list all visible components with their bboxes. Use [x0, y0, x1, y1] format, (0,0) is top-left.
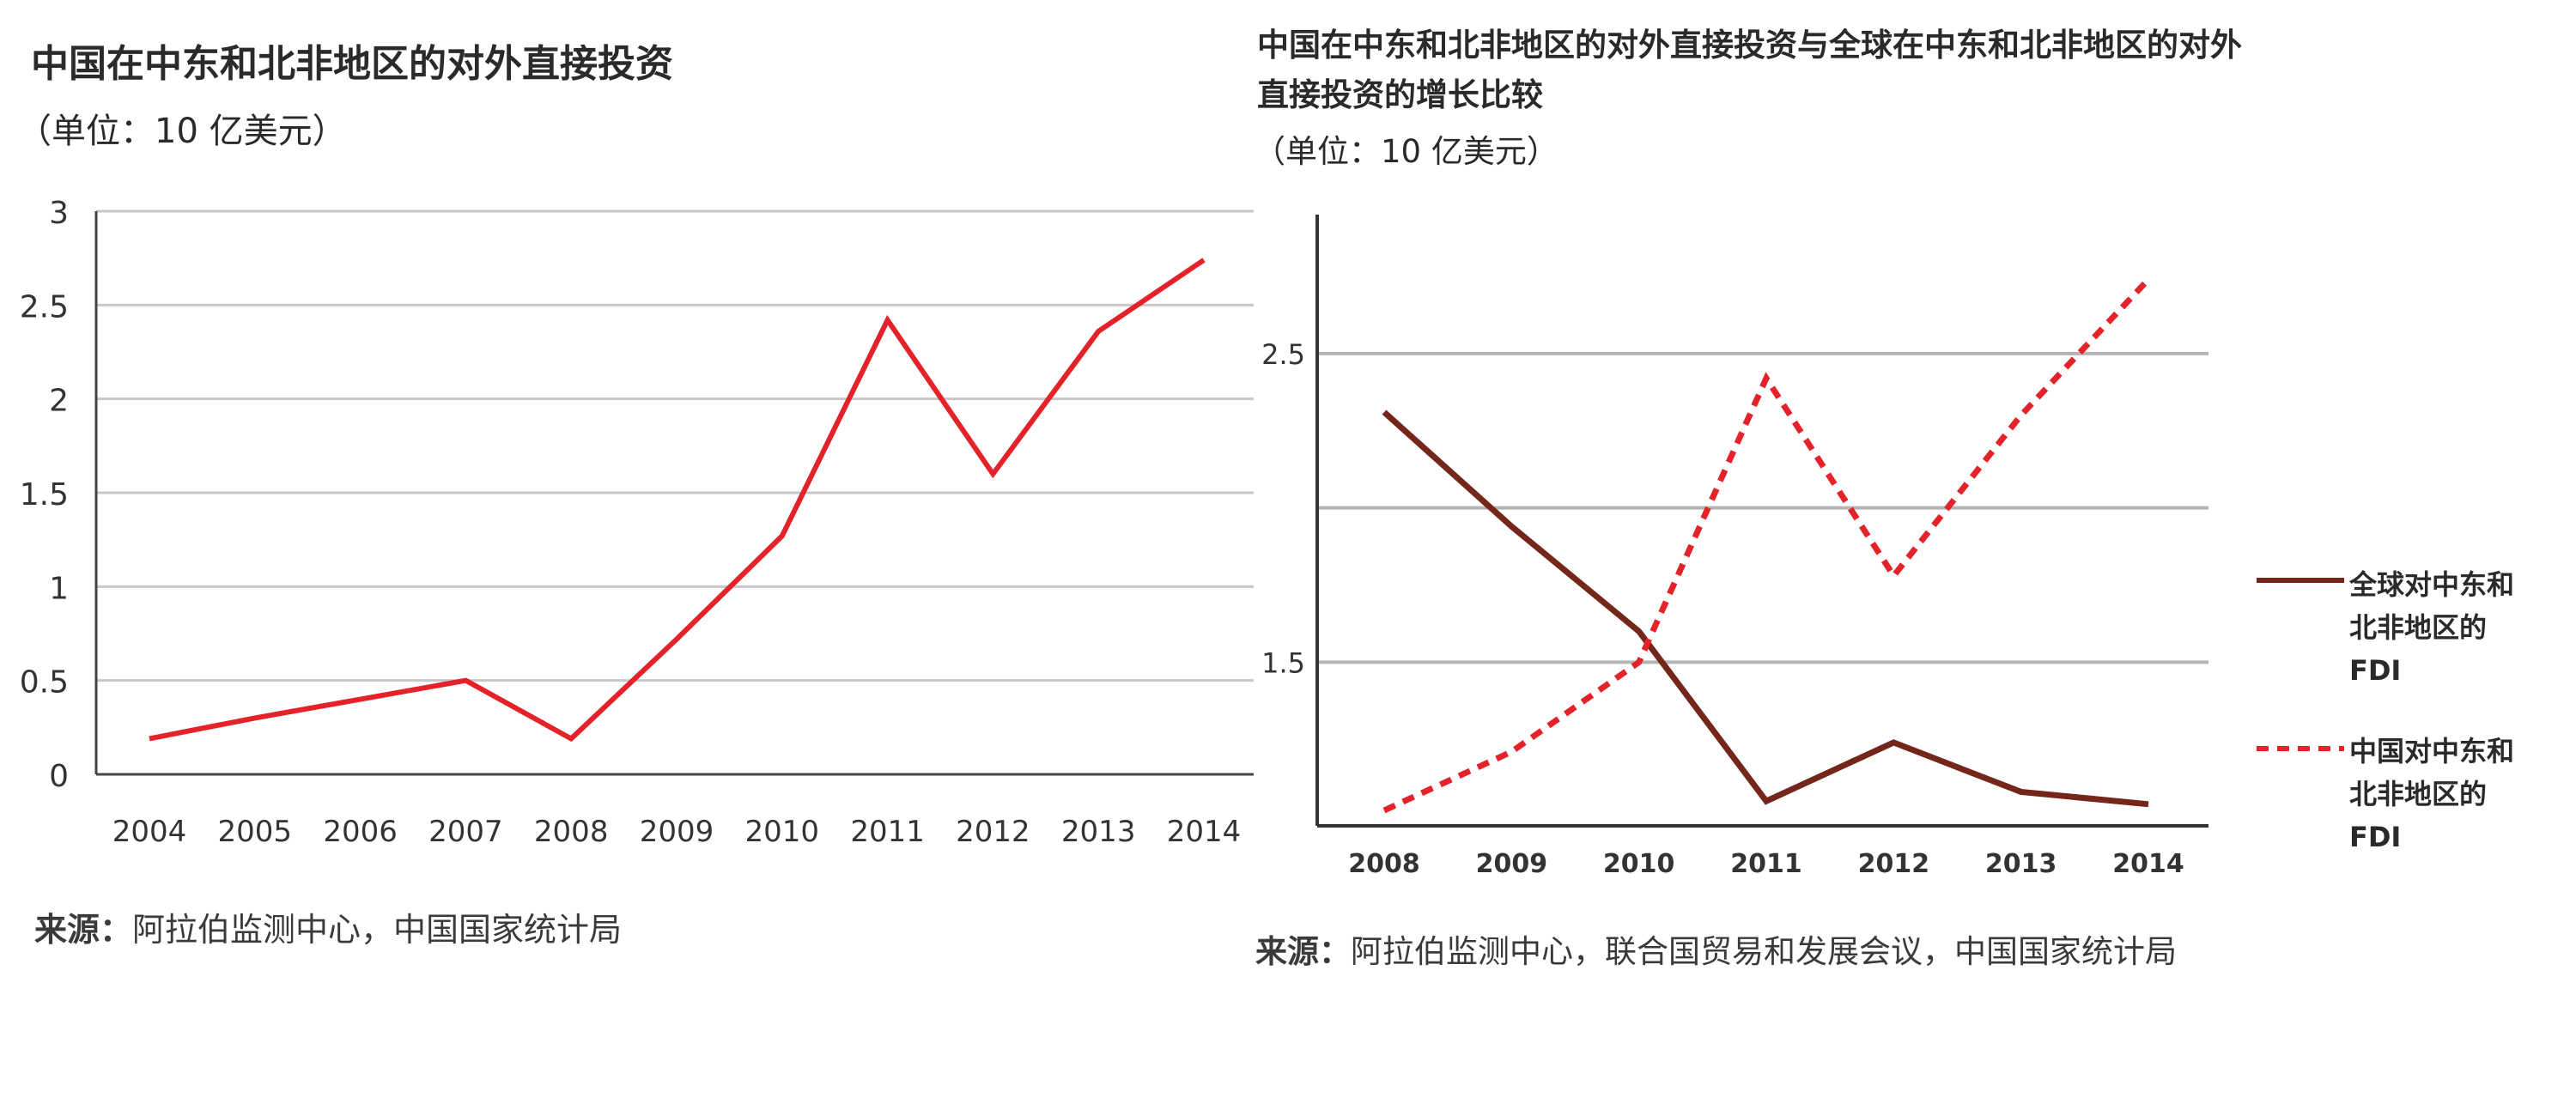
left-x-tick-label: 2010: [745, 815, 820, 849]
left-y-tick-label: 2: [49, 384, 69, 419]
legend-global-line3: FDI: [2349, 654, 2402, 687]
right-x-tick-label: 2009: [1476, 849, 1548, 879]
left-x-tick-label: 2004: [112, 815, 187, 849]
left-x-tick-label: 2006: [323, 815, 398, 849]
left-y-tick-label: 0.5: [20, 665, 69, 701]
right-series-global-line: [1382, 409, 2149, 808]
legend-china-line2: 北非地区的: [2349, 778, 2488, 810]
right-x-tick-label: 2010: [1603, 849, 1675, 879]
left-chart-source: 来源：阿拉伯监测中心，中国国家统计局: [34, 903, 622, 950]
left-chart-unit: （单位：10 亿美元）: [17, 112, 347, 151]
legend-global-line1: 全球对中东和: [2349, 568, 2515, 601]
left-y-tick-label: 0: [49, 759, 69, 794]
right-y-tick-label: 2.5: [1261, 338, 1305, 371]
legend-label-global: 全球对中东和 北非地区的 FDI: [2349, 563, 2573, 692]
left-x-tick-label: 2012: [956, 815, 1030, 849]
right-x-tick-label: 2014: [2112, 849, 2184, 879]
left-source-label: 来源：: [34, 911, 133, 949]
right-x-tick-label: 2008: [1348, 849, 1420, 879]
legend-global-line2: 北非地区的: [2349, 611, 2488, 644]
right-chart-unit: （单位：10 亿美元）: [1254, 133, 1558, 170]
right-chart-title-line2: 直接投资的增长比较: [1257, 76, 1543, 113]
right-chart-title-line1: 中国在中东和北非地区的对外直接投资与全球在中东和北非地区的对外: [1257, 27, 2242, 64]
left-x-tick-label: 2005: [218, 815, 293, 849]
right-chart-source: 来源：阿拉伯监测中心，联合国贸易和发展会议，中国国家统计局: [1255, 925, 2177, 972]
left-x-tick-label: 2008: [534, 815, 609, 849]
left-y-tick-label: 3: [49, 196, 69, 231]
left-y-tick-label: 1.5: [20, 477, 69, 513]
left-chart-title: 中国在中东和北非地区的对外直接投资: [31, 42, 673, 86]
left-y-tick-label: 1: [49, 571, 69, 606]
legend-china-line1: 中国对中东和: [2349, 735, 2515, 767]
left-x-tick-label: 2013: [1061, 815, 1136, 849]
right-y-tick-label: 1.5: [1261, 646, 1305, 679]
left-x-tick-label: 2009: [640, 815, 714, 849]
right-x-tick-label: 2013: [1985, 849, 2057, 879]
left-y-tick-label: 2.5: [20, 289, 69, 324]
left-x-tick-label: 2011: [850, 815, 925, 849]
left-source-text: 阿拉伯监测中心，中国国家统计局: [132, 911, 623, 949]
right-source-label: 来源：: [1255, 933, 1351, 970]
right-x-tick-label: 2012: [1858, 849, 1930, 879]
right-chart-title: 中国在中东和北非地区的对外直接投资与全球在中东和北非地区的对外 直接投资的增长比…: [1257, 21, 2242, 120]
right-source-text: 阿拉伯监测中心，联合国贸易和发展会议，中国国家统计局: [1351, 933, 2177, 970]
legend-label-china: 中国对中东和 北非地区的 FDI: [2349, 730, 2573, 858]
right-x-tick-label: 2011: [1730, 849, 1802, 879]
right-series-china-line: [1382, 277, 2151, 814]
legend-china-line3: FDI: [2349, 821, 2402, 853]
left-x-tick-label: 2007: [428, 815, 503, 849]
left-x-tick-label: 2014: [1167, 815, 1242, 849]
